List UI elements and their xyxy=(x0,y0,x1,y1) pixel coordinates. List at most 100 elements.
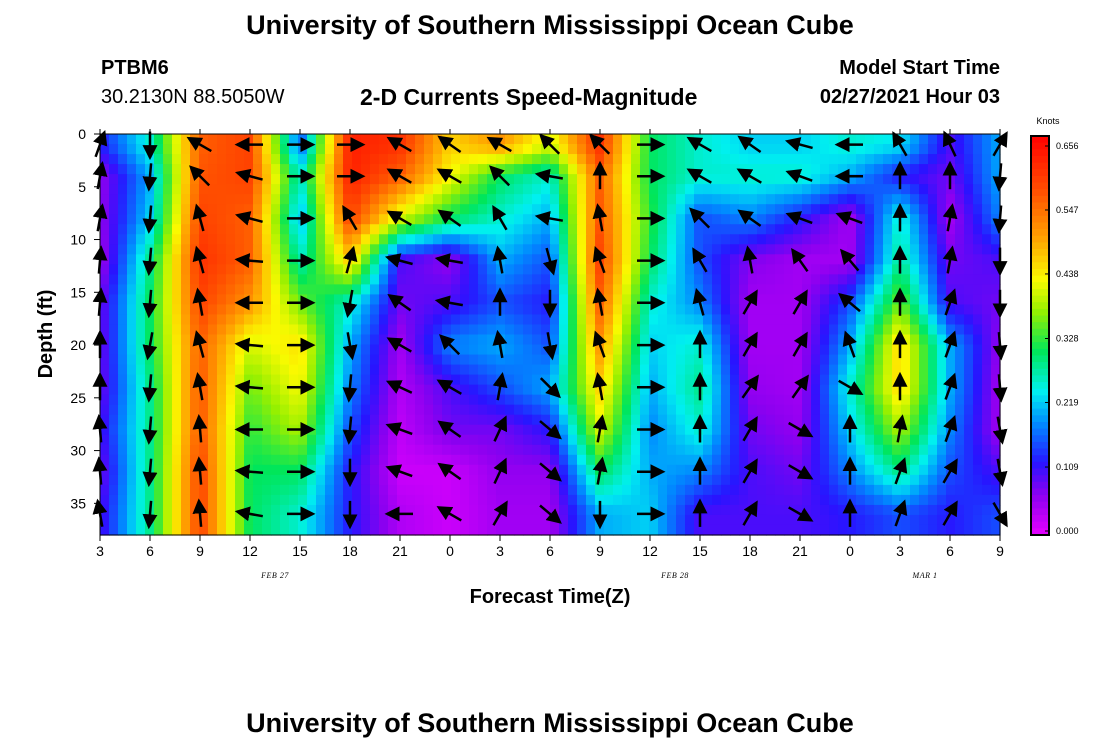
heatmap-cell xyxy=(136,244,146,255)
heatmap-cell xyxy=(883,194,893,205)
heatmap-cell xyxy=(262,244,272,255)
heatmap-cell xyxy=(847,474,857,486)
heatmap-cell xyxy=(244,154,254,165)
heatmap-cell xyxy=(586,284,596,296)
heatmap-cell xyxy=(721,154,731,165)
heatmap-cell xyxy=(334,394,344,406)
heatmap-cell xyxy=(136,404,146,416)
heatmap-cell xyxy=(883,224,893,235)
heatmap-cell xyxy=(568,384,578,396)
heatmap-cell xyxy=(379,134,389,145)
heatmap-cell xyxy=(730,164,740,175)
heatmap-cell xyxy=(307,334,317,346)
heatmap-cell xyxy=(982,374,992,386)
heatmap-cell xyxy=(982,424,992,436)
heatmap-cell xyxy=(604,314,614,326)
heatmap-cell xyxy=(640,464,650,476)
heatmap-cell xyxy=(739,294,749,306)
heatmap-cell xyxy=(883,284,893,296)
heatmap-cell xyxy=(865,214,875,225)
heatmap-cell xyxy=(253,444,263,456)
heatmap-cell xyxy=(478,474,488,486)
heatmap-cell xyxy=(163,294,173,306)
heatmap-cell xyxy=(334,494,344,506)
heatmap-cell xyxy=(613,474,623,486)
heatmap-cell xyxy=(964,454,974,466)
heatmap-cell xyxy=(532,504,542,516)
current-arrow xyxy=(792,331,808,357)
heatmap-cell xyxy=(505,474,515,486)
current-arrow xyxy=(492,205,508,231)
heatmap-cell xyxy=(352,514,362,526)
heatmap-cell xyxy=(316,364,326,376)
heatmap-cell xyxy=(946,434,956,446)
heatmap-cell xyxy=(307,464,317,476)
heatmap-cell xyxy=(109,204,119,215)
heatmap-cell xyxy=(559,404,569,416)
current-arrow xyxy=(737,135,762,154)
heatmap-cell xyxy=(919,134,929,145)
heatmap-cell xyxy=(721,394,731,406)
heatmap-cell xyxy=(910,204,920,215)
heatmap-cell xyxy=(136,444,146,456)
heatmap-cell xyxy=(640,294,650,306)
heatmap-cell xyxy=(478,224,488,235)
heatmap-cell xyxy=(352,384,362,396)
heatmap-cell xyxy=(289,294,299,306)
heatmap-cell xyxy=(388,474,398,486)
heatmap-cell xyxy=(496,384,506,396)
heatmap-cell xyxy=(757,174,767,185)
heatmap-cell xyxy=(856,424,866,436)
heatmap-cell xyxy=(730,174,740,185)
heatmap-cell xyxy=(415,484,425,496)
heatmap-cell xyxy=(784,514,794,526)
heatmap-cell xyxy=(676,174,686,185)
heatmap-cell xyxy=(577,204,587,215)
heatmap-cell xyxy=(928,324,938,336)
heatmap-cell xyxy=(577,174,587,185)
heatmap-cell xyxy=(676,444,686,456)
heatmap-cell xyxy=(154,424,164,436)
heatmap-cell xyxy=(928,494,938,506)
heatmap-cell xyxy=(181,374,191,386)
heatmap-cell xyxy=(154,164,164,175)
current-arrow xyxy=(439,334,461,356)
heatmap-cell xyxy=(838,374,848,386)
heatmap-cell xyxy=(118,524,128,536)
heatmap-cell xyxy=(910,174,920,185)
heatmap-cell xyxy=(919,194,929,205)
heatmap-cell xyxy=(703,414,713,426)
heatmap-cell xyxy=(892,404,902,416)
heatmap-cell xyxy=(271,164,281,175)
heatmap-cell xyxy=(262,334,272,346)
heatmap-cell xyxy=(937,444,947,456)
heatmap-cell xyxy=(703,244,713,255)
heatmap-cell xyxy=(613,404,623,416)
heatmap-cell xyxy=(712,284,722,296)
heatmap-cell xyxy=(505,264,515,275)
heatmap-cell xyxy=(271,454,281,466)
heatmap-cell xyxy=(757,244,767,255)
heatmap-cell xyxy=(532,374,542,386)
heatmap-cell xyxy=(622,444,632,456)
heatmap-cell xyxy=(208,374,218,386)
heatmap-cell xyxy=(865,274,875,285)
heatmap-cell xyxy=(694,354,704,366)
colorbar-swatch xyxy=(1031,475,1049,483)
heatmap-cell xyxy=(955,274,965,285)
heatmap-cell xyxy=(163,304,173,316)
heatmap-cell xyxy=(190,404,200,416)
heatmap-cell xyxy=(343,364,353,376)
heatmap-cell xyxy=(658,134,668,145)
heatmap-cell xyxy=(244,374,254,386)
current-arrow xyxy=(686,136,712,153)
heatmap-cell xyxy=(100,524,110,536)
heatmap-cell xyxy=(424,394,434,406)
heatmap-cell xyxy=(154,454,164,466)
colorbar-swatch xyxy=(1031,521,1049,529)
heatmap-cell xyxy=(271,364,281,376)
heatmap-cell xyxy=(181,274,191,285)
heatmap-cell xyxy=(622,184,632,195)
heatmap-cell xyxy=(559,144,569,155)
